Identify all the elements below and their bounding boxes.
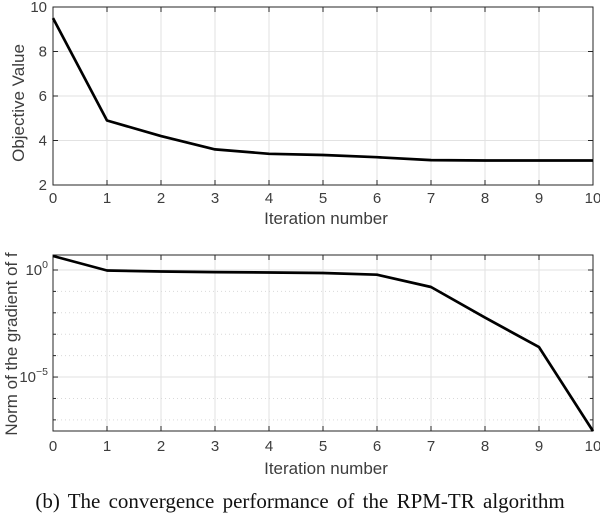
x-tick-label: 5	[319, 438, 327, 455]
data-series-line	[52, 254, 595, 432]
x-tick-label: 0	[49, 190, 57, 207]
x-tick-label: 0	[49, 438, 57, 455]
y-tick-label: 2	[39, 177, 47, 194]
data-series-line	[51, 17, 593, 162]
x-tick-label: 6	[373, 438, 381, 455]
x-tick-label: 8	[481, 190, 489, 207]
x-tick-label: 1	[103, 190, 111, 207]
x-tick-label: 1	[103, 438, 111, 455]
x-tick-label: 2	[157, 438, 165, 455]
x-tick-label: 2	[157, 190, 165, 207]
x-tick-label: 6	[373, 190, 381, 207]
y-axis-label: Norm of the gradient of f	[2, 252, 21, 436]
x-tick-label: 10	[585, 438, 600, 455]
gradient-norm-chart: 0 1 2 3 4 5 6 7 8 9 10 100 10−5 Iteration number Norm …	[2, 252, 600, 478]
y-tick-label: 100	[25, 259, 48, 279]
x-tick-label: 5	[319, 190, 327, 207]
x-axis-label: Iteration number	[264, 459, 388, 478]
objective-value-chart: 0 1 2 3 4 5 6 7 8 9 10 2 4 6 8 10 Iteration number Object…	[9, 0, 600, 228]
y-axis-label: Objective Value	[9, 44, 28, 162]
x-tick-label: 3	[211, 190, 219, 207]
x-tick-label: 8	[481, 438, 489, 455]
x-axis-label: Iteration number	[264, 209, 388, 228]
figure-caption: (b) The convergence performance of the R…	[35, 489, 565, 513]
x-tick-label: 4	[265, 190, 273, 207]
y-tick-label: 10−5	[19, 366, 48, 386]
x-tick-label: 3	[211, 438, 219, 455]
x-tick-label: 9	[535, 438, 543, 455]
x-tick-label: 10	[585, 190, 600, 207]
x-tick-label: 9	[535, 190, 543, 207]
y-tick-label: 4	[39, 133, 47, 150]
x-tick-label: 4	[265, 438, 273, 455]
y-tick-label: 6	[39, 88, 47, 105]
y-tick-label: 8	[39, 44, 47, 61]
x-tick-label: 7	[427, 438, 435, 455]
x-tick-label: 7	[427, 190, 435, 207]
y-tick-label: 10	[30, 0, 47, 16]
figure-area: 0 1 2 3 4 5 6 7 8 9 10 2 4 6 8 10 Iteration number Object…	[2, 0, 600, 478]
